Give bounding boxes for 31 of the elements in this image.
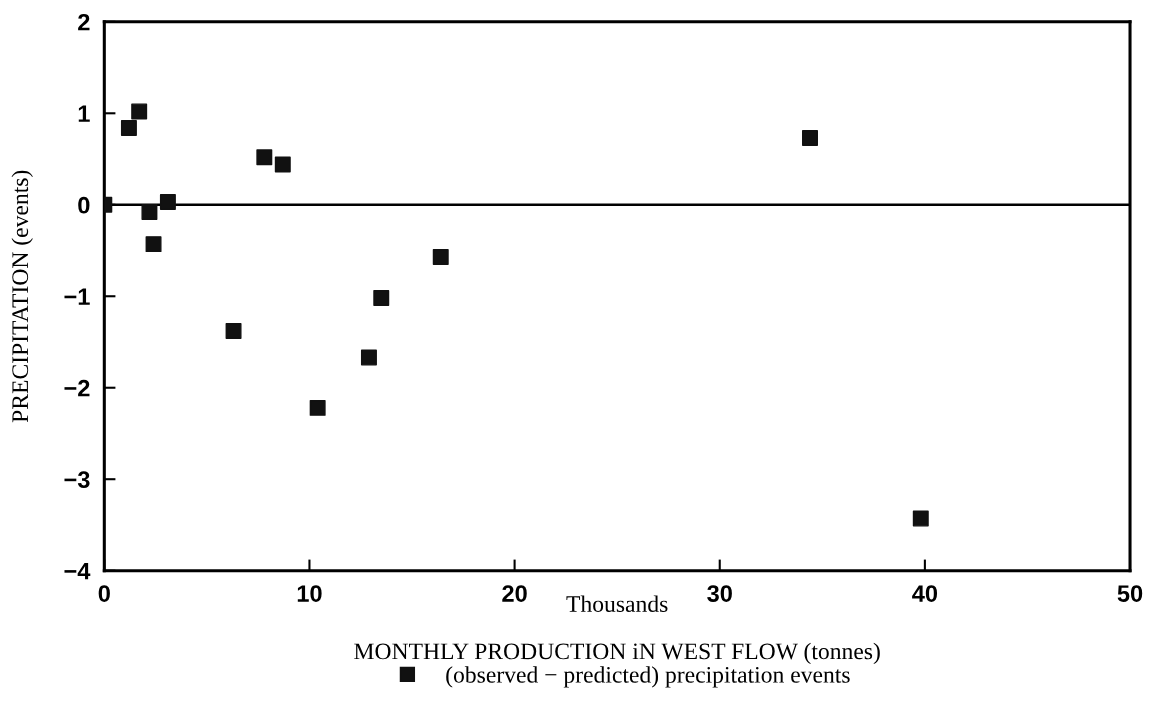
point: [802, 130, 818, 146]
point: [159, 194, 176, 211]
point: [141, 204, 158, 221]
y-tick-label: −4: [64, 563, 91, 580]
x-tick-label: 40: [912, 585, 938, 602]
x-tick-label: 10: [297, 585, 322, 602]
point: [274, 156, 291, 173]
x-axis-title: MONTHLY PRODUCTION iN WEST FLOW (tonnes): [354, 642, 880, 665]
point: [360, 349, 377, 366]
y-tick-label: 0: [78, 196, 90, 214]
point: [432, 248, 449, 265]
y-tick-label: 1: [78, 105, 90, 122]
point: [309, 399, 326, 416]
point: [912, 510, 929, 527]
y-tick-label: 2: [78, 13, 90, 31]
point: [131, 103, 148, 120]
y-tick-label: −2: [64, 379, 90, 397]
legend-label: (observed − predicted) precipitation events: [446, 666, 850, 688]
point: [373, 290, 390, 307]
y-tick-label: −3: [64, 471, 90, 489]
point: [145, 236, 162, 253]
text: Thousands: [566, 595, 668, 613]
x-tick-label: 0: [98, 585, 110, 602]
point: [120, 119, 137, 136]
x-tick-label: 50: [1117, 585, 1143, 602]
y-axis-title: PRECIPITATION (events): [11, 170, 33, 423]
point: [256, 149, 273, 166]
x-tick-label: 30: [707, 585, 732, 602]
point: [225, 323, 242, 339]
y-tick-label: −1: [64, 288, 90, 305]
x-tick-label: 20: [502, 585, 527, 602]
